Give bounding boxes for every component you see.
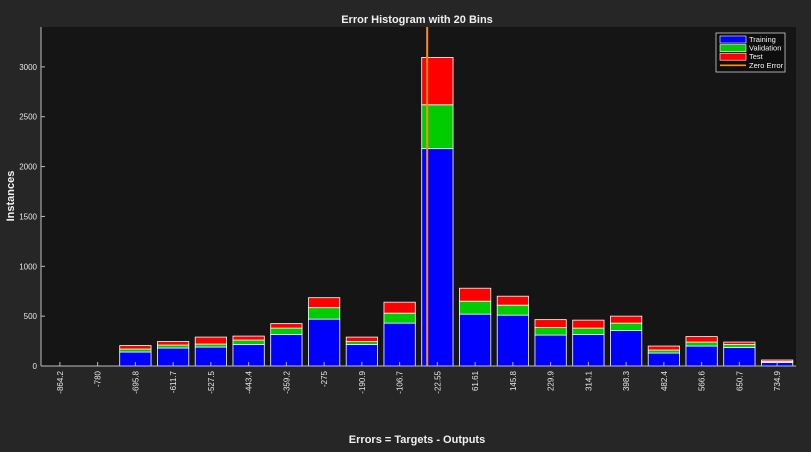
x-tick-label: 650.7: [735, 370, 744, 391]
bar-validation-6: [270, 327, 303, 335]
x-tick-label: 482.4: [660, 370, 669, 391]
legend-swatch-validation: [719, 44, 747, 52]
legend-swatch-training: [719, 35, 747, 44]
x-tick-label: -275: [320, 370, 329, 387]
bar-validation-17: [685, 341, 718, 347]
bar-test-7: [308, 297, 341, 309]
x-tick-label: -359.2: [282, 370, 291, 393]
bar-test-19: [761, 359, 794, 362]
bar-validation-16: [647, 349, 680, 354]
y-tick-label: 1000: [19, 262, 37, 271]
bar-test-9: [383, 301, 416, 314]
chart-title: Error Histogram with 20 Bins: [341, 14, 493, 26]
bar-validation-2: [119, 348, 152, 353]
bar-training-6: [270, 334, 303, 367]
x-tick-label: -443.4: [245, 370, 254, 393]
bar-test-5: [232, 335, 265, 341]
bar-training-12: [496, 314, 529, 367]
bar-test-13: [534, 319, 567, 329]
bar-test-3: [157, 341, 190, 346]
bar-validation-7: [308, 307, 341, 320]
bar-validation-9: [383, 312, 416, 324]
x-tick-label: 229.9: [547, 370, 556, 391]
bar-validation-14: [572, 327, 605, 335]
bar-validation-5: [232, 339, 265, 345]
y-tick-label: 0: [33, 362, 38, 371]
bar-training-15: [610, 330, 643, 367]
x-tick-label: -190.9: [358, 370, 367, 393]
bar-test-12: [496, 295, 529, 306]
bar-test-15: [610, 315, 643, 324]
x-tick-label: -22.55: [433, 370, 442, 393]
y-tick-label: 1500: [19, 212, 37, 221]
bar-test-16: [647, 345, 680, 351]
legend-label-test: Test: [749, 52, 764, 61]
axes-group: 0 500 1000 1500 2000 2500 3000 -864.2 -780 -695.8…: [19, 27, 796, 394]
bar-test-2: [119, 345, 152, 350]
bar-test-6: [270, 323, 303, 329]
bar-training-11: [459, 313, 492, 367]
x-tick-label: -527.5: [207, 370, 216, 393]
bars-group: [119, 57, 794, 367]
bar-validation-11: [459, 300, 492, 315]
bar-training-9: [383, 322, 416, 367]
bar-validation-13: [534, 327, 567, 336]
bar-validation-12: [496, 304, 529, 316]
bar-test-18: [723, 341, 756, 345]
bar-test-8: [345, 336, 378, 342]
x-tick-label: -864.2: [56, 370, 65, 393]
bar-test-11: [459, 287, 492, 302]
legend-label-zero-error: Zero Error: [749, 61, 784, 70]
y-tick-label: 500: [24, 312, 38, 321]
bar-validation-8: [345, 341, 378, 345]
x-tick-label: 566.6: [698, 370, 707, 391]
bar-test-14: [572, 319, 605, 329]
y-tick-label: 3000: [19, 63, 37, 72]
x-tick-label: -695.8: [131, 370, 140, 393]
bar-validation-15: [610, 322, 643, 332]
bar-validation-18: [723, 344, 756, 348]
bar-training-13: [534, 334, 567, 367]
y-tick-label: 2500: [19, 113, 37, 122]
x-tick-label: 145.8: [509, 370, 518, 391]
y-tick-label: 2000: [19, 163, 37, 172]
x-tick-label: 398.3: [622, 370, 631, 391]
legend-label-validation: Validation: [749, 44, 781, 53]
bar-test-4: [194, 336, 227, 345]
legend-swatch-test: [719, 52, 747, 61]
bar-test-17: [685, 336, 718, 343]
y-axis-title: Instances: [5, 171, 17, 222]
x-axis-title: Errors = Targets - Outputs: [349, 434, 485, 446]
bar-training-7: [308, 318, 341, 367]
bar-validation-3: [157, 344, 190, 349]
plot-area: [41, 27, 796, 366]
bar-validation-4: [194, 343, 227, 348]
x-tick-label: 61.61: [471, 370, 480, 391]
x-tick-label: 314.1: [584, 370, 593, 391]
x-tick-label: -106.7: [396, 370, 405, 393]
legend-label-training: Training: [749, 35, 776, 44]
x-tick-label: -611.7: [169, 370, 178, 393]
x-tick-label: 734.9: [773, 370, 782, 391]
bar-training-14: [572, 334, 605, 367]
x-tick-label: -780: [94, 370, 103, 387]
